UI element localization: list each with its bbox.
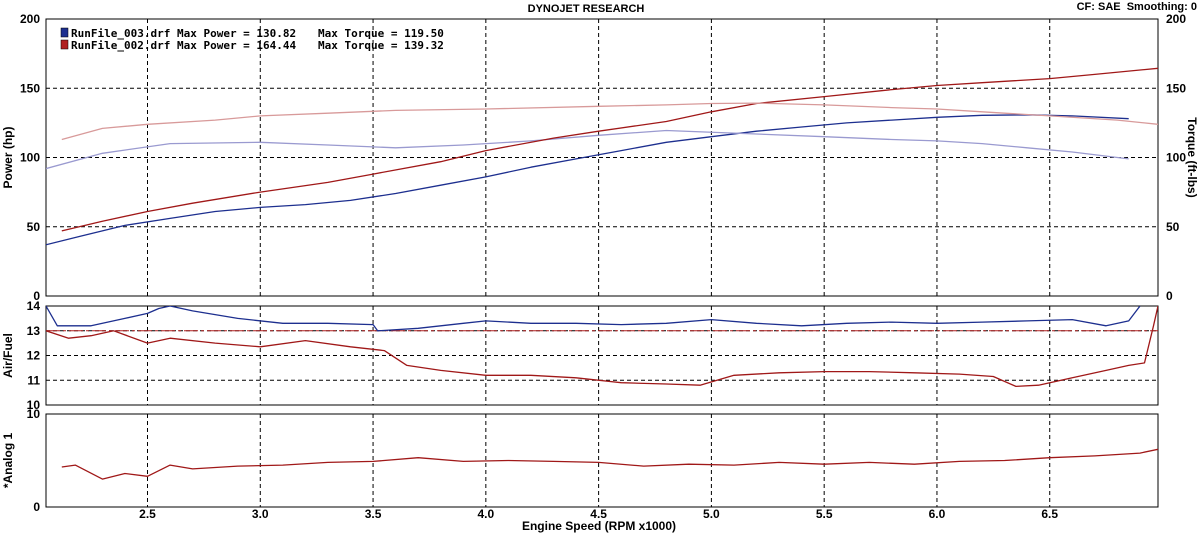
series-line-runfile_003-drf xyxy=(46,306,1141,332)
series-line-runfile_002-drf xyxy=(46,306,1158,388)
x-tick-label: 5.0 xyxy=(703,507,720,521)
y-tick-label: 50 xyxy=(27,220,41,234)
y-axis-label: *Analog 1 xyxy=(1,433,15,489)
y-tick-label: 14 xyxy=(27,299,41,313)
panel-power: 0 50 100 150 200 0 50 100 150 200 Power (hp) Torque… xyxy=(1,12,1199,303)
series-line-torque-runfile_002-drf xyxy=(61,102,1158,141)
y-tick-label: 100 xyxy=(20,151,40,165)
y-tick-label: 11 xyxy=(27,373,40,387)
x-tick-label: 3.0 xyxy=(252,507,269,521)
y-tick-label: 13 xyxy=(27,324,41,338)
legend-swatch xyxy=(60,39,69,50)
y-axis-label: Air/Fuel xyxy=(1,333,15,378)
chart-title: DYNOJET RESEARCH xyxy=(528,3,645,15)
y-tick-label: 0 xyxy=(33,500,40,514)
y-tick-label-right: 200 xyxy=(1166,12,1186,26)
series-line-runfile_002-drf xyxy=(61,448,1158,480)
x-tick-label: 3.5 xyxy=(365,507,382,521)
y-tick-label-right: 0 xyxy=(1166,289,1173,303)
y-axis-label-right: Torque (ft-lbs) xyxy=(1185,117,1199,197)
y-tick-label: 10 xyxy=(27,398,41,412)
series-line-power-runfile_003-drf xyxy=(46,114,1129,246)
series-line-torque-runfile_003-drf xyxy=(46,129,1129,170)
y-tick-label-right: 150 xyxy=(1166,81,1186,95)
legend-entry: RunFile_002.drf Max Power = 164.44 xyxy=(71,39,297,52)
x-tick-label: 6.0 xyxy=(929,507,946,521)
y-tick-label: 12 xyxy=(27,349,41,363)
x-axis-label: Engine Speed (RPM x1000) xyxy=(522,519,676,533)
legend-torque: Max Torque = 139.32 xyxy=(318,39,444,52)
chart-settings: CF: SAE Smoothing: 0 xyxy=(1077,1,1197,13)
x-tick-label: 2.5 xyxy=(139,507,156,521)
series-line-power-runfile_002-drf xyxy=(61,67,1158,232)
y-tick-label: 0 xyxy=(33,289,40,303)
y-axis-label: Power (hp) xyxy=(1,126,15,188)
x-tick-label: 4.5 xyxy=(590,507,607,521)
x-tick-label: 5.5 xyxy=(816,507,833,521)
panel-analog: 0 10 *Analog 1 xyxy=(1,407,1159,514)
x-tick-label: 6.5 xyxy=(1041,507,1058,521)
panel-afr: 10 11 12 13 14 Air/Fuel xyxy=(1,299,1159,412)
y-tick-label: 150 xyxy=(20,81,40,95)
y-tick-label: 200 xyxy=(20,12,40,26)
y-tick-label: 10 xyxy=(27,407,41,421)
y-tick-label-right: 50 xyxy=(1166,220,1180,234)
legend-entry: RunFile_003.drf Max Power = 130.82 xyxy=(71,27,296,40)
x-tick-label: 4.0 xyxy=(477,507,494,521)
legend-swatch xyxy=(60,27,69,38)
y-tick-label-right: 100 xyxy=(1166,151,1186,165)
legend-torque: Max Torque = 119.50 xyxy=(318,27,444,40)
